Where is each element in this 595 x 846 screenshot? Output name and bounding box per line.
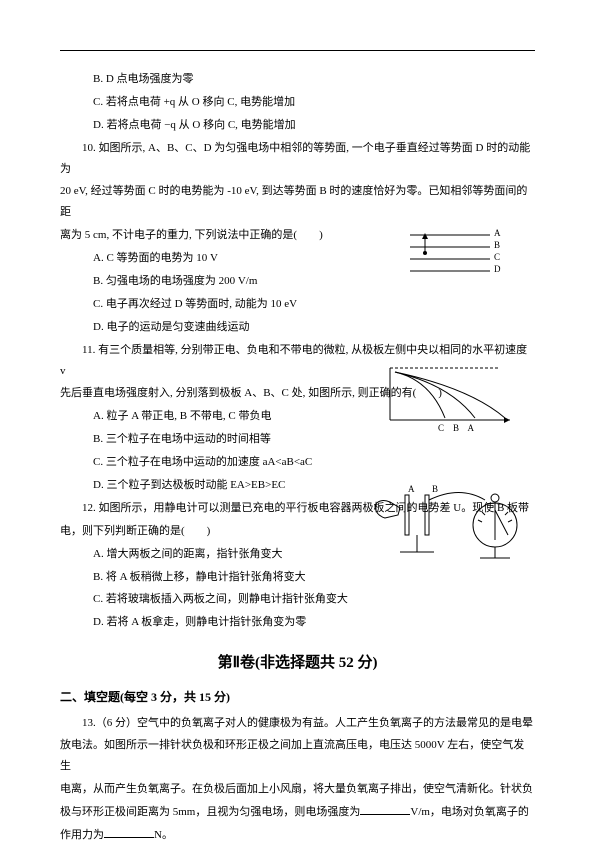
q12-d: D. 若将 A 板拿走，则静电计指针张角变为零 — [60, 612, 535, 633]
fig-q10: A B C D — [390, 225, 510, 285]
fig-q12: A B — [370, 480, 530, 570]
q10-stem1: 10. 如图所示, A、B、C、D 为匀强电场中相邻的等势面, 一个电子垂直经过… — [60, 138, 535, 180]
blank-2 — [104, 826, 154, 838]
q13-l4: 极与环形正极间距离为 5mm，且视为匀强电场，则电场强度为 V/m，电场对负氧离子… — [60, 802, 535, 823]
svg-text:A: A — [408, 484, 415, 494]
q13-l3: 电离，从而产生负氧离子。在负极后面加上小风扇，将大量负氧离子排出，使空气清新化。… — [60, 779, 535, 800]
opt-c: C. 若将点电荷 +q 从 O 移向 C, 电势能增加 — [60, 92, 535, 113]
fig10-label-c: C — [494, 251, 501, 263]
q13-l1: 13.（6 分）空气中的负氧离子对人的健康极为有益。人工产生负氧离子的方法最常见… — [60, 713, 535, 734]
q13-l2: 放电法。如图所示一排针状负极和环形正极之间加上直流高压电，电压达 5000V 左… — [60, 735, 535, 777]
top-rule — [60, 50, 535, 51]
part2-title: 第Ⅱ卷(非选择题共 52 分) — [60, 649, 535, 678]
q10-d: D. 电子的运动是匀变速曲线运动 — [60, 317, 535, 338]
fig10-label-b: B — [494, 239, 501, 251]
fill-title: 二、填空题(每空 3 分，共 15 分) — [60, 686, 535, 709]
q13-l5: 作用力为 N。 — [60, 825, 535, 846]
q13-l4b: V/m，电场对负氧离子的 — [410, 806, 529, 818]
q13-l5b: N。 — [154, 829, 173, 841]
fig11-label-a: A — [468, 423, 475, 433]
fig-q11: C B A — [380, 360, 520, 430]
q10-c: C. 电子再次经过 D 等势面时, 动能为 10 eV — [60, 294, 535, 315]
q13-l5a: 作用力为 — [60, 829, 104, 841]
q13-l4a: 极与环形正极间距离为 5mm，且视为匀强电场，则电场强度为 — [60, 806, 360, 818]
fig10-label-a: A — [494, 227, 501, 239]
fig11-label-c: C — [438, 423, 444, 433]
opt-d: D. 若将点电荷 −q 从 O 移向 C, 电势能增加 — [60, 115, 535, 136]
q12-c: C. 若将玻璃板插入两板之间，则静电计指针张角变大 — [60, 589, 535, 610]
q10-stem2: 20 eV, 经过等势面 C 时的电势能为 -10 eV, 到达等势面 B 时的… — [60, 181, 535, 223]
blank-1 — [360, 803, 410, 815]
fig11-label-b: B — [453, 423, 459, 433]
svg-text:B: B — [432, 484, 438, 494]
fig10-label-d: D — [494, 263, 501, 275]
q11-c: C. 三个粒子在电场中运动的加速度 aA<aB<aC — [60, 452, 535, 473]
opt-b: B. D 点电场强度为零 — [60, 69, 535, 90]
